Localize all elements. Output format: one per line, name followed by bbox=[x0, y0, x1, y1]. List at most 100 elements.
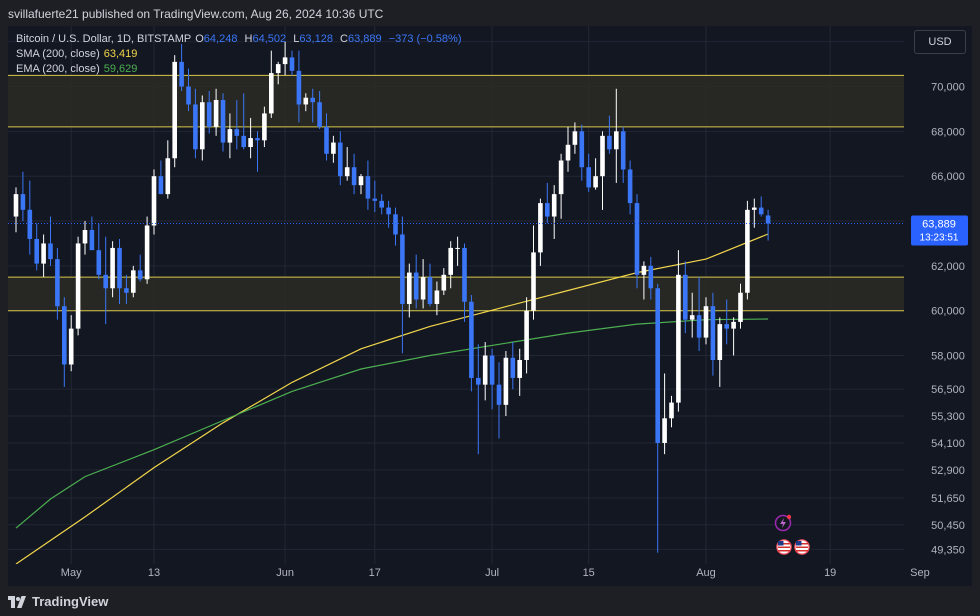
tradingview-logo-icon bbox=[8, 595, 26, 608]
candle-down bbox=[20, 171, 26, 222]
candle-body bbox=[358, 176, 364, 186]
price-tick-label: 56,500 bbox=[931, 384, 965, 396]
candle-body bbox=[372, 198, 378, 201]
candle-body bbox=[614, 131, 619, 150]
candle-up bbox=[441, 268, 447, 295]
chart-legend: Bitcoin / U.S. Dollar, 1D, BITSTAMP O64,… bbox=[16, 32, 461, 77]
candle-down bbox=[476, 344, 481, 455]
support-resistance-zone bbox=[8, 276, 904, 312]
candle-body bbox=[82, 229, 88, 244]
flag-canton bbox=[778, 541, 784, 546]
candle-up bbox=[448, 241, 453, 289]
time-tick-label: Jul bbox=[485, 567, 499, 579]
low-label: L bbox=[293, 33, 300, 45]
candle-up bbox=[172, 55, 177, 168]
zone-fill bbox=[8, 277, 904, 311]
candle-body bbox=[48, 243, 53, 260]
candle-up bbox=[600, 131, 605, 210]
candle-body bbox=[538, 203, 543, 253]
candle-body bbox=[758, 207, 764, 215]
candle-down bbox=[586, 153, 591, 192]
candle-body bbox=[186, 86, 191, 105]
candle-body bbox=[669, 402, 674, 419]
candle-body bbox=[275, 64, 281, 74]
candle-body bbox=[289, 57, 295, 71]
candle-up bbox=[213, 88, 219, 136]
price-tag-price: 63,889 bbox=[922, 219, 956, 231]
change-value: −373 (−0.58%) bbox=[388, 33, 462, 45]
candle-body bbox=[103, 274, 108, 289]
candle-down bbox=[710, 292, 716, 376]
candle-up bbox=[358, 173, 364, 195]
candle-body bbox=[220, 99, 226, 143]
candle-down bbox=[579, 124, 585, 181]
candle-body bbox=[655, 288, 660, 443]
candle-down bbox=[496, 362, 502, 439]
high-label: H bbox=[244, 33, 253, 45]
price-chart[interactable]: 72,00070,00068,00066,00064,00062,00060,0… bbox=[8, 26, 972, 586]
candle-down bbox=[634, 194, 640, 289]
tradingview-brand[interactable]: TradingView bbox=[8, 594, 108, 609]
candle-body bbox=[620, 131, 626, 170]
price-tick-label: 70,000 bbox=[931, 82, 965, 94]
candle-body bbox=[379, 200, 384, 208]
candle-body bbox=[13, 194, 19, 217]
candle-body bbox=[448, 247, 453, 275]
candle-down bbox=[400, 216, 405, 354]
time-tick-label: Jun bbox=[276, 567, 294, 579]
event-markers bbox=[774, 514, 812, 557]
candle-down bbox=[48, 216, 53, 266]
chart-pane[interactable]: 72,00070,00068,00066,00064,00062,00060,0… bbox=[8, 26, 972, 586]
candle-up bbox=[558, 153, 564, 219]
candle-body bbox=[324, 126, 329, 154]
legend-sma-row[interactable]: SMA (200, close) 63,419 bbox=[16, 47, 461, 62]
low-value: 63,128 bbox=[299, 33, 333, 45]
flag-stripe bbox=[778, 543, 790, 545]
candle-down bbox=[545, 182, 550, 224]
sma-value: 63,419 bbox=[103, 48, 138, 60]
candle-body bbox=[262, 113, 267, 141]
candle-body bbox=[41, 243, 46, 264]
lightning-bolt bbox=[780, 518, 786, 528]
candle-body bbox=[579, 131, 585, 168]
candle-body bbox=[172, 61, 177, 159]
candle-down bbox=[289, 50, 295, 76]
candle-down bbox=[234, 99, 240, 150]
legend-ema-row[interactable]: EMA (200, close) 59,629 bbox=[16, 62, 461, 77]
event-alert-dot bbox=[786, 514, 792, 520]
candle-body bbox=[296, 70, 302, 105]
time-tick-label: May bbox=[61, 567, 82, 579]
candle-body bbox=[89, 229, 95, 251]
candle-body bbox=[683, 274, 688, 320]
publish-info: svillafuerte21 published on TradingView.… bbox=[8, 7, 384, 21]
symbol-name[interactable]: Bitcoin / U.S. Dollar, 1D, BITSTAMP bbox=[16, 33, 192, 45]
candle-down bbox=[89, 216, 95, 251]
candle-body bbox=[469, 301, 474, 378]
candle-down bbox=[255, 131, 260, 172]
price-axis: 72,00070,00068,00066,00064,00062,00060,0… bbox=[904, 26, 972, 586]
candle-up bbox=[717, 317, 723, 387]
price-axis-bg bbox=[904, 26, 972, 586]
candle-body bbox=[489, 355, 495, 385]
candle-down bbox=[469, 295, 474, 392]
candle-up bbox=[731, 317, 736, 356]
candle-body bbox=[476, 377, 481, 385]
candle-up bbox=[41, 234, 46, 278]
candle-up bbox=[275, 61, 281, 85]
candle-body bbox=[407, 272, 412, 304]
candle-body bbox=[386, 207, 391, 215]
candle-up bbox=[669, 395, 674, 428]
candle-up bbox=[13, 187, 19, 233]
candle-up bbox=[82, 221, 88, 255]
candle-body bbox=[738, 292, 743, 322]
candle-up bbox=[407, 263, 412, 318]
close-label: C bbox=[340, 33, 348, 45]
candle-up bbox=[420, 259, 426, 309]
candle-body bbox=[565, 144, 571, 161]
currency-button[interactable]: USD bbox=[914, 30, 966, 54]
candle-body bbox=[241, 135, 246, 148]
us-flag-event-icon bbox=[792, 537, 812, 557]
price-tick-label: 68,000 bbox=[931, 126, 965, 138]
candle-up bbox=[524, 297, 529, 374]
candle-up bbox=[551, 185, 557, 239]
